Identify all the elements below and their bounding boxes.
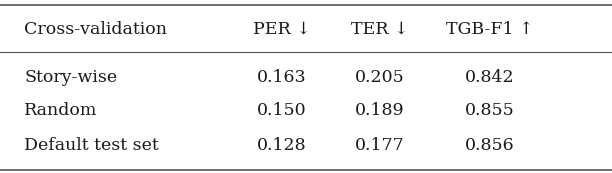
Text: 0.856: 0.856 [465,137,515,154]
Text: Cross-validation: Cross-validation [24,21,168,38]
Text: 0.163: 0.163 [256,69,307,86]
Text: PER ↓: PER ↓ [253,21,310,38]
Text: Default test set: Default test set [24,137,159,154]
Text: 0.128: 0.128 [256,137,307,154]
Text: 0.189: 0.189 [354,102,405,119]
Text: 0.205: 0.205 [354,69,405,86]
Text: 0.842: 0.842 [465,69,515,86]
Text: TER ↓: TER ↓ [351,21,408,38]
Text: Random: Random [24,102,98,119]
Text: 0.177: 0.177 [354,137,405,154]
Text: TGB-F1 ↑: TGB-F1 ↑ [446,21,533,38]
Text: 0.855: 0.855 [465,102,515,119]
Text: 0.150: 0.150 [256,102,307,119]
Text: Story-wise: Story-wise [24,69,118,86]
